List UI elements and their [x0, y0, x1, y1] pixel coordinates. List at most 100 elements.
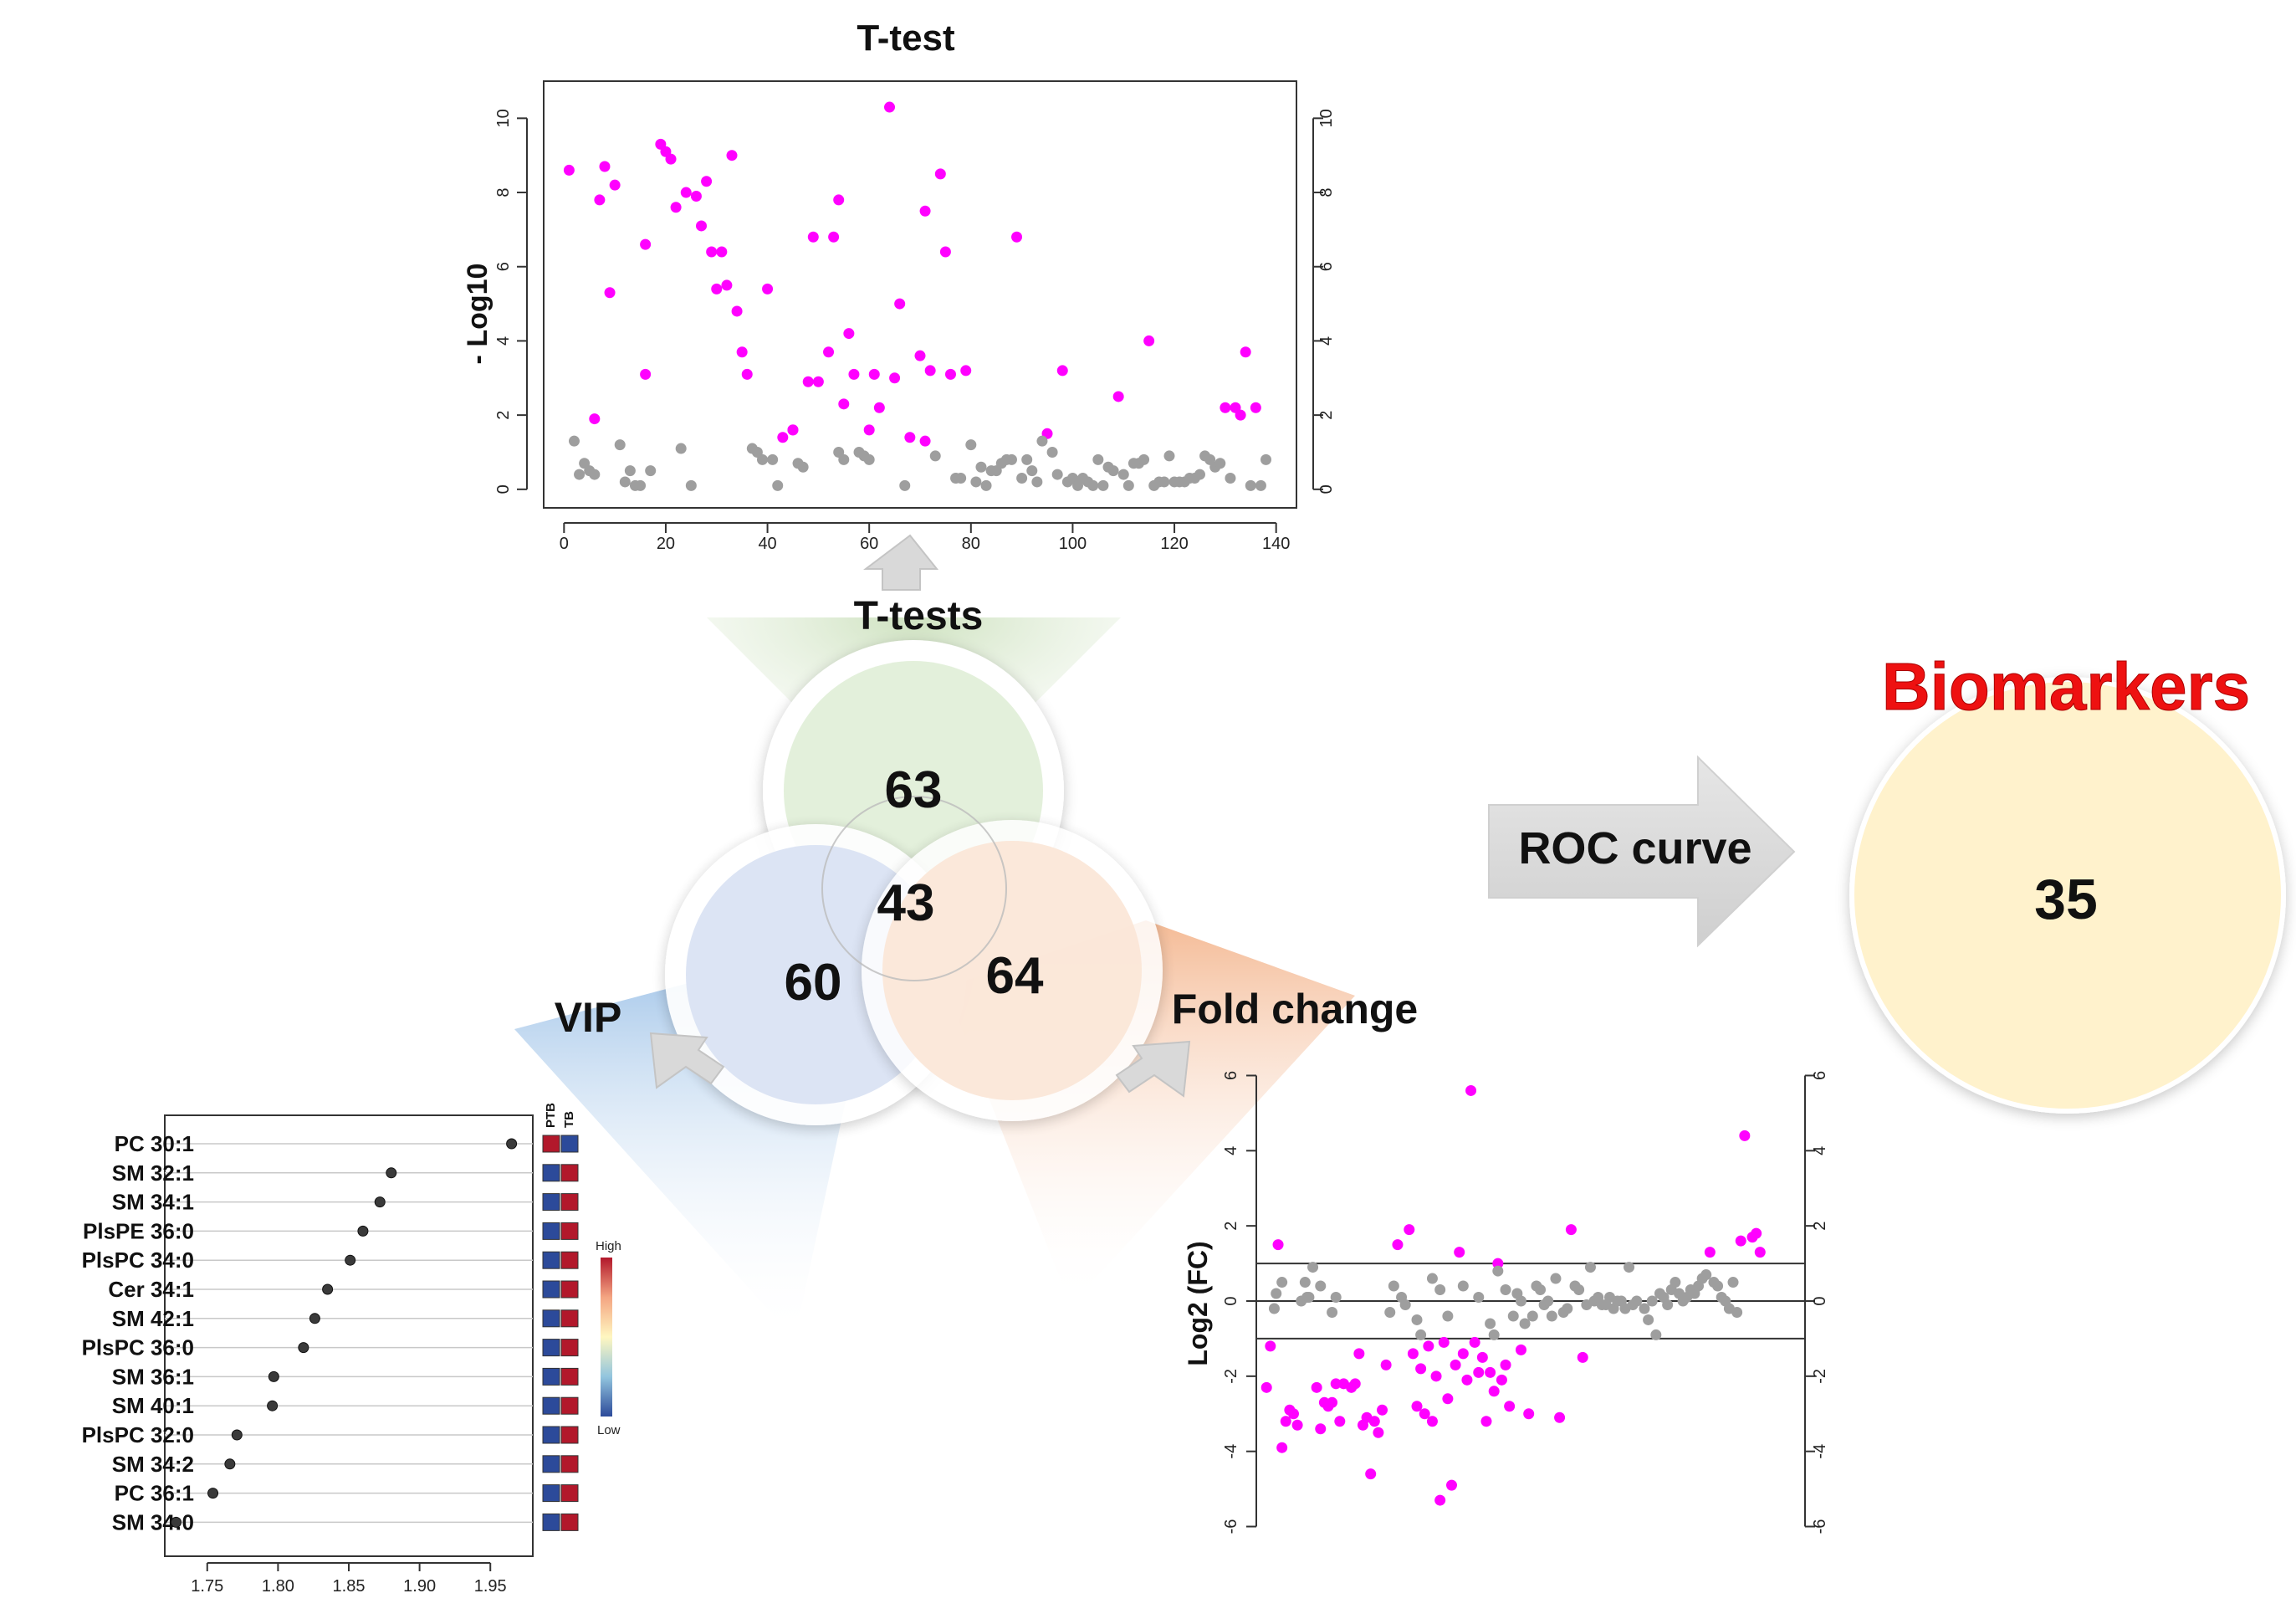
- biomarkers-panel: Biomarkers 35: [1849, 649, 2286, 1114]
- ttest-point: [965, 439, 977, 451]
- ttest-point: [1158, 476, 1170, 488]
- fc-point: [1739, 1130, 1751, 1141]
- fc-point: [1485, 1318, 1496, 1329]
- ttest-point: [1046, 446, 1058, 458]
- fc-point: [1365, 1468, 1377, 1480]
- ttest-y-tick-label-right: 0: [1317, 484, 1336, 494]
- fc-axes: -6 -4 -2 0 2 4 6 -6 -4 -2 0 2 4 6: [1222, 1071, 1829, 1534]
- fc-point: [1330, 1292, 1342, 1304]
- ttest-point: [640, 238, 652, 250]
- ttest-point: [1194, 469, 1205, 480]
- vip-heat-cell: [542, 1339, 560, 1357]
- fc-point: [1646, 1295, 1658, 1307]
- fc-y-tick-label-left: 6: [1222, 1071, 1240, 1080]
- ttest-point: [823, 346, 835, 358]
- fc-point: [1280, 1416, 1291, 1427]
- vip-heat-cell: [542, 1164, 560, 1182]
- vip-point: [298, 1342, 309, 1354]
- fc-point: [1434, 1494, 1446, 1506]
- ttest-x-tick-label: 100: [1059, 535, 1087, 553]
- fc-point: [1519, 1318, 1531, 1329]
- fc-point: [1461, 1374, 1473, 1386]
- ttest-point: [670, 202, 682, 213]
- ttest-point: [1036, 435, 1048, 447]
- ttest-point: [899, 479, 911, 491]
- ttest-point: [1255, 479, 1266, 491]
- ttest-point: [706, 246, 718, 258]
- ttest-point: [894, 298, 906, 310]
- fc-point: [1411, 1401, 1423, 1412]
- vip-point: [231, 1429, 243, 1441]
- fc-point: [1327, 1396, 1338, 1408]
- fc-y-tick-label-right: 4: [1811, 1146, 1829, 1155]
- fc-point: [1407, 1348, 1419, 1360]
- ttest-point: [787, 424, 799, 436]
- vip-row-label: SM 32:1: [112, 1160, 194, 1186]
- fc-point: [1515, 1344, 1526, 1355]
- fc-point: [1473, 1292, 1485, 1304]
- fc-point: [1315, 1280, 1327, 1292]
- ttest-point: [574, 469, 586, 480]
- vip-heat-cell: [560, 1339, 579, 1357]
- fc-point: [1399, 1299, 1411, 1310]
- fc-point: [1754, 1247, 1766, 1258]
- fc-y-axis-label: Log2 (FC): [1183, 1241, 1213, 1365]
- ttest-point: [1051, 469, 1063, 480]
- fc-point: [1480, 1416, 1492, 1427]
- fc-y-tick-label-left: 4: [1222, 1146, 1240, 1155]
- fc-point: [1727, 1277, 1739, 1288]
- vip-rows: PC 30:1 SM 32:1 SM 34:1 PlsPE 36:0 PlsPC 34:…: [82, 1131, 533, 1534]
- vip-legend-low: Low: [597, 1423, 621, 1437]
- fc-point: [1353, 1348, 1365, 1360]
- fc-point: [1457, 1280, 1469, 1292]
- fc-point: [1577, 1351, 1588, 1363]
- ttest-point: [914, 350, 926, 361]
- fc-label: Fold change: [1172, 986, 1418, 1032]
- ttest-x-tick-label: 20: [657, 535, 675, 553]
- ttest-point: [955, 473, 967, 484]
- fc-point: [1500, 1359, 1511, 1370]
- fc-point: [1265, 1340, 1276, 1352]
- vip-heat-cell: [560, 1426, 579, 1444]
- ttest-chart: T-test - Log10 0 20 40 60 80 100 120 1400246810…: [462, 18, 1336, 553]
- ttest-x-tick-label: 120: [1160, 535, 1188, 553]
- vip-heat-cell: [560, 1222, 579, 1240]
- ttest-point: [685, 479, 697, 491]
- vip-heat-legend: [601, 1258, 612, 1417]
- fc-point: [1368, 1416, 1380, 1427]
- fc-point: [1542, 1295, 1554, 1307]
- fc-y-tick-label-right: -2: [1811, 1369, 1829, 1384]
- fc-point: [1473, 1366, 1485, 1378]
- fc-point: [1504, 1401, 1516, 1412]
- ttest-point: [1021, 453, 1033, 465]
- ttest-point: [919, 205, 931, 217]
- fc-point: [1388, 1280, 1399, 1292]
- vip-point: [267, 1400, 279, 1411]
- ttest-point: [1107, 465, 1119, 477]
- vip-point: [506, 1138, 518, 1150]
- vip-heat-cell: [542, 1426, 560, 1444]
- vip-legend-high: High: [596, 1239, 621, 1253]
- fc-point: [1700, 1269, 1712, 1281]
- fc-point: [1430, 1370, 1442, 1382]
- ttest-point: [863, 453, 875, 465]
- fc-point: [1442, 1393, 1454, 1405]
- ttest-point: [884, 101, 896, 113]
- fc-point: [1287, 1408, 1299, 1420]
- fc-point: [1426, 1416, 1438, 1427]
- ttest-point: [696, 220, 708, 232]
- biomarkers-title: Biomarkers: [1882, 649, 2250, 724]
- fc-point: [1485, 1366, 1496, 1378]
- fc-y-tick-label-right: -4: [1811, 1444, 1829, 1459]
- ttest-point: [736, 346, 748, 358]
- vip-chart: PC 30:1 SM 32:1 SM 34:1 PlsPE 36:0 PlsPC 34:…: [82, 1103, 621, 1596]
- ttest-point: [640, 368, 652, 380]
- fc-point: [1735, 1235, 1746, 1247]
- fc-point: [1415, 1329, 1427, 1340]
- fc-point: [1377, 1404, 1388, 1416]
- fc-point: [1650, 1329, 1662, 1340]
- fc-point: [1584, 1262, 1596, 1273]
- ttest-point: [721, 279, 733, 291]
- ttest-y-tick-label-right: 6: [1317, 262, 1336, 271]
- fc-point: [1442, 1310, 1454, 1322]
